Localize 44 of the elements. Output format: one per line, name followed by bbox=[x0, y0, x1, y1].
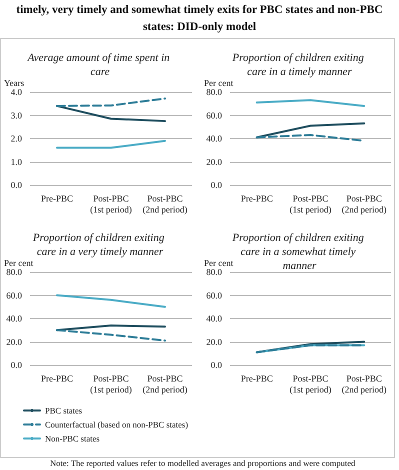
x-tick-label: Post-PBC (1st period) bbox=[290, 194, 332, 214]
y-tick-label: 60.0 bbox=[206, 290, 222, 300]
y-tick-label: 60.0 bbox=[6, 290, 22, 300]
chart-title: Proportion of children exiting care in a timely manner bbox=[231, 52, 367, 78]
legend-label: PBC states bbox=[45, 406, 82, 416]
x-tick-label: Post-PBC (1st period) bbox=[90, 374, 132, 394]
y-tick-label: 1.0 bbox=[10, 156, 22, 167]
x-tick-label: Post-PBC (2nd period) bbox=[142, 194, 188, 214]
y-tick-label: 4.0 bbox=[10, 87, 22, 97]
y-axis-title: Per cent bbox=[204, 78, 234, 88]
legend-label: Non-PBC states bbox=[45, 434, 100, 444]
y-tick-label: 40.0 bbox=[6, 314, 22, 324]
text: Note: The reported values refer to modelled averages and proportions and were computed bbox=[50, 458, 356, 468]
y-tick-label: 20.0 bbox=[6, 336, 22, 347]
y-tick-label: 80.0 bbox=[206, 87, 222, 97]
x-tick-label: Pre-PBC bbox=[240, 374, 273, 384]
text: timely, very timely and somewhat timely exits for PBC states and non-PBC states: DID-only model bbox=[15, 3, 384, 35]
y-tick-label: 40.0 bbox=[206, 314, 222, 324]
x-tick-label: Post-PBC (2nd period) bbox=[142, 374, 188, 394]
y-tick-label: 60.0 bbox=[206, 110, 222, 120]
y-tick-label: 3.0 bbox=[10, 110, 22, 120]
y-tick-label: 0.0 bbox=[10, 180, 22, 190]
y-tick-label: 0.0 bbox=[210, 360, 222, 370]
x-tick-label: Post-PBC (2nd period) bbox=[342, 194, 387, 214]
y-tick-label: 20.0 bbox=[206, 156, 222, 167]
y-tick-label: 80.0 bbox=[6, 267, 22, 277]
x-tick-label: Post-PBC (1st period) bbox=[90, 194, 132, 214]
x-tick-label: Post-PBC (1st period) bbox=[290, 374, 332, 394]
y-axis-title: Years bbox=[4, 78, 25, 88]
y-tick-label: 20.0 bbox=[206, 336, 222, 347]
x-tick-label: Pre-PBC bbox=[40, 374, 74, 384]
y-axis-title: Per cent bbox=[204, 258, 234, 268]
y-tick-label: 0.0 bbox=[10, 360, 22, 370]
x-tick-label: Post-PBC (2nd period) bbox=[342, 374, 387, 394]
x-tick-label: Pre-PBC bbox=[240, 194, 273, 204]
y-axis-title: Per cent bbox=[4, 258, 34, 268]
y-tick-label: 80.0 bbox=[206, 267, 222, 277]
legend-label: Counterfactual (based on non-PBC states) bbox=[45, 420, 188, 430]
y-tick-label: 2.0 bbox=[10, 134, 22, 144]
y-tick-label: 40.0 bbox=[206, 134, 222, 144]
x-tick-label: Pre-PBC bbox=[40, 194, 74, 204]
chart-title: Average amount of time spent in care bbox=[26, 52, 172, 78]
chart-title: Proportion of children exiting care in a very timely manner bbox=[32, 232, 168, 258]
y-tick-label: 0.0 bbox=[210, 180, 222, 190]
